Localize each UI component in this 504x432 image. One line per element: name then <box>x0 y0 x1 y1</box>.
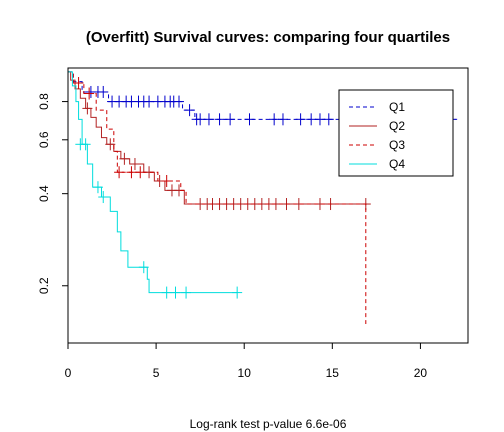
legend-box <box>338 89 454 177</box>
y-tick-label: 0.6 <box>37 131 51 148</box>
censor-mark-q1 <box>244 113 255 126</box>
censor-mark-q1 <box>144 95 155 108</box>
chart-title: (Overfitt) Survival curves: comparing fo… <box>86 29 450 46</box>
censor-mark-q3 <box>114 166 125 179</box>
censor-mark-q1 <box>295 113 306 126</box>
plot-frame <box>67 67 469 344</box>
curve-q1 <box>68 71 456 120</box>
censor-mark-q4 <box>92 181 103 194</box>
y-tick-label: 0.4 <box>37 185 51 202</box>
censor-mark-q1 <box>323 113 334 126</box>
censor-mark-q4 <box>98 191 109 204</box>
x-tick-label: 15 <box>326 366 340 380</box>
legend-label: Q1 <box>389 100 405 114</box>
legend-label: Q4 <box>389 157 405 171</box>
y-axis: 0.2 0.4 0.6 0.8 <box>37 93 68 294</box>
censor-mark-q2 <box>82 102 93 115</box>
censor-mark-q2 <box>105 138 116 151</box>
censor-mark-q1 <box>195 113 206 126</box>
censor-mark-q1 <box>174 95 185 108</box>
censor-mark-q1 <box>306 113 317 126</box>
censor-mark-q1 <box>184 104 195 117</box>
legend: Q1 Q2 Q3 Q4 <box>338 89 454 177</box>
x-tick-label: 0 <box>65 366 72 380</box>
y-tick-label: 0.8 <box>37 93 51 110</box>
censor-mark-q1 <box>98 85 109 98</box>
censor-mark-q4 <box>232 286 243 299</box>
legend-label: Q2 <box>389 119 405 133</box>
censor-mark-q1 <box>269 113 280 126</box>
censor-mark-q3 <box>161 175 172 188</box>
censor-mark-q3 <box>84 87 95 100</box>
legend-label: Q3 <box>389 138 405 152</box>
x-tick-label: 10 <box>238 366 252 380</box>
censor-mark-q1 <box>277 113 288 126</box>
censor-mark-q4 <box>80 138 91 151</box>
x-axis-label: Log-rank test p-value 6.6e-06 <box>190 417 347 431</box>
x-axis: 0 5 10 15 20 <box>65 343 428 380</box>
x-tick-label: 20 <box>414 366 428 380</box>
curve-q2 <box>68 71 368 205</box>
y-tick-label: 0.2 <box>37 277 51 294</box>
censor-mark-q1 <box>214 113 225 126</box>
censor-mark-q2 <box>119 152 130 165</box>
curve-q4 <box>68 71 238 294</box>
censor-mark-q1 <box>314 113 325 126</box>
x-tick-label: 5 <box>153 366 160 380</box>
curve-q3 <box>68 71 367 324</box>
censor-mark-q3 <box>135 166 146 179</box>
censor-mark-q4 <box>170 286 181 299</box>
censor-mark-q4 <box>161 286 172 299</box>
censor-mark-q4 <box>138 261 149 274</box>
censor-mark-q4 <box>181 286 192 299</box>
censor-mark-q3 <box>126 166 137 179</box>
censor-mark-q2 <box>129 158 140 171</box>
censor-mark-q3 <box>73 77 84 90</box>
censor-mark-q1 <box>225 113 236 126</box>
censor-mark-q1 <box>203 113 214 126</box>
